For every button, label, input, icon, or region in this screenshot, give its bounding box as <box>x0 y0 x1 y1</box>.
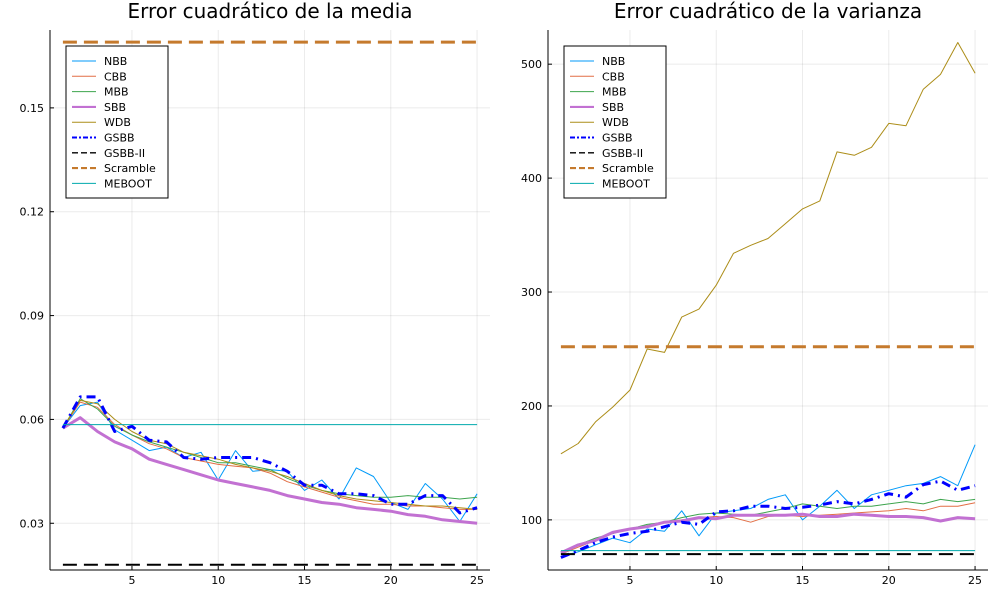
y-tick-label: 400 <box>521 172 542 185</box>
axes <box>547 30 988 571</box>
legend-label: GSBB-II <box>602 147 643 160</box>
grid <box>50 30 490 570</box>
chart-title: Error cuadrático de la media <box>127 0 412 23</box>
series-line-wdb <box>560 42 976 455</box>
legend-label: SBB <box>602 101 624 114</box>
series-line-mbb <box>62 398 478 500</box>
axes <box>49 30 490 571</box>
x-tick-label: 10 <box>211 574 225 587</box>
x-tick-label: 20 <box>384 574 398 587</box>
x-tick-label: 10 <box>709 574 723 587</box>
series-line-wdb <box>62 399 478 510</box>
y-tick-label: 0.03 <box>20 517 45 530</box>
series-line-cbb <box>62 401 478 510</box>
y-tick-label: 0.12 <box>20 206 45 219</box>
x-tick-label: 15 <box>298 574 312 587</box>
chart-title: Error cuadrático de la varianza <box>614 0 922 23</box>
y-tick-label: 300 <box>521 286 542 299</box>
series-line-cbb <box>560 502 976 555</box>
legend-label: WDB <box>602 116 629 129</box>
legend-label: MBB <box>602 86 627 99</box>
y-tick-label: 0.09 <box>20 310 45 323</box>
y-tick-label: 500 <box>521 58 542 71</box>
legend-label: MBB <box>104 86 129 99</box>
legend-label: GSBB <box>104 132 135 145</box>
legend: NBB CBB MBB SBB WDB GSBB GSBB-II Scramble MEBOOT <box>65 45 169 199</box>
series-line-nbb <box>560 444 976 557</box>
legend-label: GSBB-II <box>104 147 145 160</box>
x-tick-label: 5 <box>626 574 633 587</box>
x-tick-label: 15 <box>796 574 810 587</box>
series-line-sbb <box>560 512 976 555</box>
x-tick-label: 5 <box>128 574 135 587</box>
plot-area <box>61 40 478 566</box>
legend-label: WDB <box>104 116 131 129</box>
legend-label: CBB <box>602 70 625 83</box>
y-tick-label: 200 <box>521 400 542 413</box>
grid <box>548 30 988 570</box>
legend-label: NBB <box>602 55 625 68</box>
y-tick-label: 0.15 <box>20 102 45 115</box>
legend-label: CBB <box>104 70 127 83</box>
legend-label: Scramble <box>602 162 654 175</box>
x-tick-label: 25 <box>968 574 982 587</box>
legend-label: Scramble <box>104 162 156 175</box>
legend-label: GSBB <box>602 132 633 145</box>
series-line-sbb <box>62 416 478 525</box>
legend-label: NBB <box>104 55 127 68</box>
x-tick-label: 25 <box>470 574 484 587</box>
series-line-gsbb <box>560 479 976 559</box>
legend: NBB CBB MBB SBB WDB GSBB GSBB-II Scramble MEBOOT <box>563 45 667 199</box>
plot-area <box>560 42 976 559</box>
series-line-gsbb <box>61 395 478 515</box>
tick-labels: 5 10 15 20 25 100 200 300 400 500 <box>521 58 982 587</box>
panel-mean-error: Error cuadrático de la media 5 10 15 20 25 0.… <box>20 0 490 587</box>
y-tick-label: 0.06 <box>20 413 45 426</box>
x-tick-label: 20 <box>882 574 896 587</box>
legend-label: SBB <box>104 101 126 114</box>
legend-label: MEBOOT <box>104 177 152 190</box>
y-tick-label: 100 <box>521 514 542 527</box>
tick-labels: 5 10 15 20 25 0.03 0.06 0.09 0.12 0.15 <box>20 102 485 587</box>
panel-variance-error: Error cuadrático de la varianza 5 10 15 20 2… <box>521 0 988 587</box>
legend-label: MEBOOT <box>602 177 650 190</box>
